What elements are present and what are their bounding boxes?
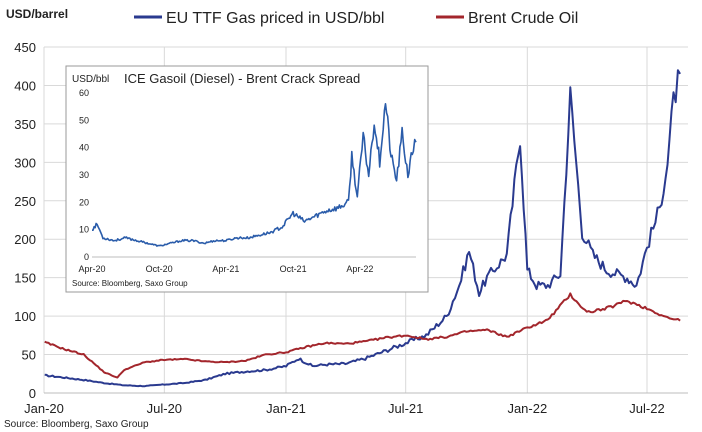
inset-x-tick-label: Apr-22 bbox=[346, 264, 373, 274]
main-source: Source: Bloomberg, Saxo Group bbox=[4, 419, 149, 430]
main-x-tick-label: Jan-22 bbox=[507, 401, 547, 416]
main-y-tick-label: 300 bbox=[14, 155, 36, 170]
inset-y-axis-label: USD/bbl bbox=[72, 74, 109, 85]
main-y-tick-label: 150 bbox=[14, 271, 36, 286]
inset-x-tick-label: Oct-21 bbox=[280, 264, 307, 274]
main-y-tick-label: 400 bbox=[14, 78, 36, 93]
inset-chart: USD/bbl ICE Gasoil (Diesel) - Brent Crac… bbox=[65, 65, 429, 293]
inset-y-tick-label: 30 bbox=[79, 170, 89, 180]
legend-label-ttf: EU TTF Gas priced in USD/bbl bbox=[166, 10, 384, 27]
inset-y-tick-label: 50 bbox=[79, 115, 89, 125]
main-y-tick-label: 50 bbox=[22, 348, 36, 363]
main-x-tick-label: Jul-22 bbox=[629, 401, 664, 416]
y-axis-label: USD/barrel bbox=[6, 7, 68, 21]
main-y-tick-label: 250 bbox=[14, 194, 36, 209]
main-x-tick-label: Jul-21 bbox=[388, 401, 423, 416]
inset-y-ticks: 0 10 20 30 40 50 60 bbox=[79, 88, 89, 262]
inset-series bbox=[92, 103, 417, 247]
inset-x-tick-label: Apr-21 bbox=[212, 264, 239, 274]
main-y-ticks: 0 50 100 150 200 250 300 350 400 450 bbox=[14, 40, 36, 401]
inset-y-tick-label: 0 bbox=[84, 252, 89, 262]
main-y-tick-label: 200 bbox=[14, 232, 36, 247]
main-y-tick-label: 0 bbox=[29, 386, 36, 401]
inset-source: Source: Bloomberg, Saxo Group bbox=[72, 279, 188, 288]
series-line-brent bbox=[44, 292, 681, 379]
main-x-ticks: Jan-20 Jul-20 Jan-21 Jul-21 Jan-22 Jul-22 bbox=[24, 401, 665, 416]
inset-y-tick-label: 20 bbox=[79, 197, 89, 207]
inset-frame bbox=[65, 65, 429, 293]
legend-label-brent: Brent Crude Oil bbox=[468, 10, 578, 27]
series-line-ttf bbox=[44, 69, 681, 388]
inset-series-line bbox=[92, 103, 417, 247]
main-y-tick-label: 450 bbox=[14, 40, 36, 55]
main-x-tick-label: Jul-20 bbox=[147, 401, 182, 416]
inset-y-tick-label: 40 bbox=[79, 143, 89, 153]
inset-x-tick-label: Oct-20 bbox=[146, 264, 173, 274]
inset-title: ICE Gasoil (Diesel) - Brent Crack Spread bbox=[124, 71, 360, 86]
main-x-tick-label: Jan-21 bbox=[266, 401, 306, 416]
inset-y-tick-label: 10 bbox=[79, 225, 89, 235]
main-y-tick-label: 100 bbox=[14, 309, 36, 324]
main-y-tick-label: 350 bbox=[14, 117, 36, 132]
main-series bbox=[44, 69, 681, 388]
legend: EU TTF Gas priced in USD/bbl Brent Crude… bbox=[134, 10, 578, 27]
inset-x-tick-label: Apr-20 bbox=[78, 264, 105, 274]
inset-y-tick-label: 60 bbox=[79, 88, 89, 98]
main-x-tick-label: Jan-20 bbox=[24, 401, 64, 416]
inset-x-ticks: Apr-20 Oct-20 Apr-21 Oct-21 Apr-22 bbox=[78, 264, 373, 274]
